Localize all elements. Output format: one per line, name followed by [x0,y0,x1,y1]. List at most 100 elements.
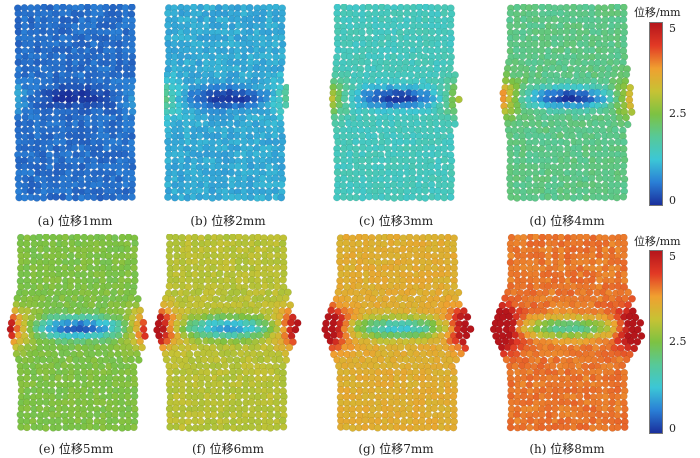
particle [527,76,535,85]
particle [383,175,392,183]
particle [516,319,524,327]
particle [387,331,395,339]
particle [45,157,54,165]
particle [418,107,427,116]
particle [588,337,597,346]
particle [506,156,515,165]
particle [135,313,144,321]
particle [633,338,642,346]
particle [606,131,614,140]
particle [210,251,218,260]
particle [271,40,280,49]
particle [518,138,527,146]
particle [249,349,258,358]
particle [247,258,256,267]
particle [446,193,455,201]
particle [505,58,513,66]
particle [636,319,645,327]
particle [354,88,362,97]
particle [278,15,286,24]
particle [90,193,98,202]
particle [582,386,590,395]
particle [253,245,262,254]
particle [40,77,49,86]
particle [239,181,248,189]
particle [422,325,430,333]
particle [529,331,538,339]
particle [61,234,70,242]
particle [115,119,124,128]
particle [380,423,389,431]
particle [131,276,139,285]
particle [519,380,527,388]
particle [533,325,541,333]
particle [136,306,144,315]
particle [333,39,342,48]
particle [544,168,552,177]
particle [599,95,607,104]
particle [331,71,339,79]
particle [45,58,54,67]
particle [102,162,111,170]
particle [200,77,209,85]
particle [607,27,615,36]
particle [82,319,91,327]
particle [221,40,229,48]
particle [630,344,639,353]
particle [77,125,86,134]
particle [54,373,63,382]
particle [519,193,528,202]
particle [399,264,407,272]
particle [264,193,273,202]
particle [169,77,177,85]
particle [92,368,101,377]
particle [549,89,558,97]
particle [532,234,540,241]
specimen-panel-g [316,234,481,434]
particle [175,107,183,115]
particle [236,374,244,382]
particle [102,356,110,364]
particle [388,312,396,321]
particle [333,187,342,195]
particle [362,405,371,413]
particle [430,392,439,401]
particle [279,245,288,254]
particle [506,22,514,30]
particle [336,374,344,383]
particle [240,21,248,30]
particle [102,144,111,152]
particle [121,52,129,61]
particle [391,361,400,370]
particle [420,126,428,134]
particle [176,58,185,67]
particle [65,187,74,195]
particle-field [328,4,463,202]
particle [383,193,392,202]
particle [405,276,414,285]
particle [243,95,252,103]
particle [83,64,92,73]
particle [115,21,123,30]
particle [608,270,616,278]
particle [418,270,426,278]
particle [197,379,205,388]
particle [215,269,224,278]
particle [190,138,198,146]
particle [358,193,367,202]
particle [447,156,456,165]
particle [206,89,214,97]
particle [437,239,446,247]
particle [576,239,584,247]
particle [412,264,420,273]
particle [512,264,521,273]
particle [66,373,75,382]
particle [545,107,554,115]
particle [367,301,375,309]
particle [197,392,205,401]
particle [413,119,421,128]
particle [59,4,67,11]
particle [77,193,86,202]
particle [531,27,540,36]
particle [11,306,19,315]
